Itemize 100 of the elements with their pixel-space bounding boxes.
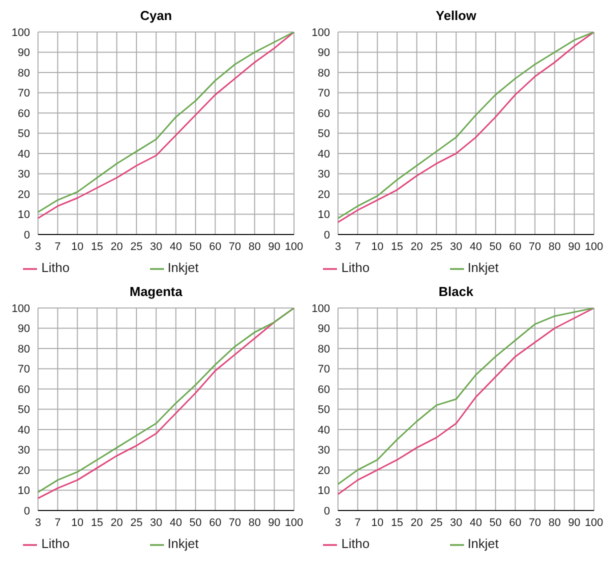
x-tick-label: 3 (334, 241, 342, 254)
y-tick-label: 0 (24, 229, 30, 242)
x-tick-label: 7 (54, 241, 61, 254)
x-tick-label: 60 (209, 241, 222, 254)
y-tick-label: 80 (318, 343, 330, 356)
y-tick-label: 0 (324, 505, 330, 518)
legend-label: Litho (41, 260, 70, 276)
x-tick-label: 100 (584, 241, 604, 254)
x-tick-label: 20 (410, 517, 423, 530)
x-tick-label: 80 (548, 517, 561, 530)
x-tick-label: 10 (71, 517, 84, 530)
y-tick-label: 10 (318, 485, 330, 498)
y-tick-label: 10 (18, 485, 30, 498)
y-tick-label: 70 (18, 88, 30, 100)
y-tick-label: 100 (12, 26, 30, 39)
x-tick-label: 50 (489, 517, 502, 530)
x-tick-label: 60 (209, 517, 222, 530)
x-tick-label: 100 (284, 241, 304, 254)
y-tick-label: 90 (18, 47, 30, 60)
x-tick-label: 90 (568, 517, 580, 530)
chart-title: Cyan (139, 8, 173, 25)
x-tick-label: 15 (90, 517, 104, 530)
legend-label: Litho (341, 536, 370, 552)
y-tick-label: 50 (318, 404, 330, 416)
x-tick-label: 7 (54, 517, 61, 530)
y-tick-label: 0 (324, 229, 330, 242)
x-tick-label: 3 (34, 517, 42, 530)
x-tick-label: 15 (390, 241, 404, 254)
x-tick-label: 50 (189, 241, 202, 254)
legend-label: Litho (41, 536, 70, 552)
x-tick-label: 30 (450, 241, 462, 254)
x-tick-label: 80 (248, 241, 261, 254)
y-tick-label: 0 (24, 505, 30, 518)
chart-title: Black (438, 284, 474, 301)
y-tick-label: 20 (318, 188, 330, 201)
y-tick-label: 10 (18, 209, 30, 222)
x-tick-label: 60 (509, 241, 522, 254)
x-tick-label: 15 (390, 517, 404, 530)
legend-label: Litho (341, 260, 370, 276)
y-tick-label: 60 (18, 384, 30, 396)
y-tick-label: 40 (318, 424, 330, 436)
y-tick-label: 60 (318, 384, 330, 396)
legend-label: Inkjet (468, 536, 499, 552)
y-tick-label: 30 (18, 168, 30, 181)
y-tick-label: 80 (18, 67, 30, 80)
x-tick-label: 80 (548, 241, 561, 254)
x-tick-label: 70 (228, 517, 242, 530)
y-tick-label: 100 (312, 302, 330, 315)
y-tick-label: 30 (318, 444, 330, 457)
x-tick-label: 30 (150, 241, 162, 254)
x-tick-label: 40 (170, 241, 182, 254)
x-tick-label: 80 (248, 517, 261, 530)
legend-label: Inkjet (468, 260, 499, 276)
y-tick-label: 90 (318, 323, 330, 336)
x-tick-label: 70 (528, 517, 542, 530)
x-tick-label: 7 (354, 517, 361, 530)
y-tick-label: 100 (12, 302, 30, 315)
y-tick-label: 70 (318, 364, 330, 376)
x-tick-label: 30 (150, 517, 162, 530)
x-tick-label: 25 (430, 241, 443, 254)
y-tick-label: 100 (312, 26, 330, 39)
x-tick-label: 25 (430, 517, 443, 530)
x-tick-label: 25 (130, 517, 143, 530)
y-tick-label: 70 (18, 364, 30, 376)
x-tick-label: 70 (528, 241, 542, 254)
x-tick-label: 10 (71, 241, 84, 254)
x-tick-label: 90 (268, 517, 280, 530)
y-tick-label: 30 (18, 444, 30, 457)
x-tick-label: 3 (334, 517, 342, 530)
x-tick-label: 25 (130, 241, 143, 254)
y-tick-label: 80 (18, 343, 30, 356)
legend-label: Inkjet (168, 536, 199, 552)
y-tick-label: 20 (18, 188, 30, 201)
x-tick-label: 50 (189, 517, 202, 530)
y-tick-label: 20 (318, 464, 330, 477)
x-tick-label: 20 (110, 517, 123, 530)
y-tick-label: 30 (318, 168, 330, 181)
x-tick-label: 30 (450, 517, 462, 530)
x-tick-label: 40 (470, 241, 482, 254)
y-tick-label: 60 (18, 108, 30, 120)
y-tick-label: 40 (318, 148, 330, 160)
x-tick-label: 40 (170, 517, 182, 530)
y-tick-label: 40 (18, 148, 30, 160)
y-tick-label: 90 (18, 323, 30, 336)
y-tick-label: 50 (18, 128, 30, 140)
x-tick-label: 40 (470, 517, 482, 530)
y-tick-label: 90 (318, 47, 330, 60)
y-tick-label: 20 (18, 464, 30, 477)
y-tick-label: 60 (318, 108, 330, 120)
y-tick-label: 70 (318, 88, 330, 100)
chart-title: Magenta (128, 284, 184, 301)
x-tick-label: 70 (228, 241, 242, 254)
y-tick-label: 10 (318, 209, 330, 222)
x-tick-label: 60 (509, 517, 522, 530)
chart-title: Yellow (434, 8, 478, 25)
x-tick-label: 20 (110, 241, 123, 254)
x-tick-label: 100 (284, 517, 304, 530)
y-tick-label: 50 (18, 404, 30, 416)
x-tick-label: 10 (371, 517, 384, 530)
x-tick-label: 90 (268, 241, 280, 254)
